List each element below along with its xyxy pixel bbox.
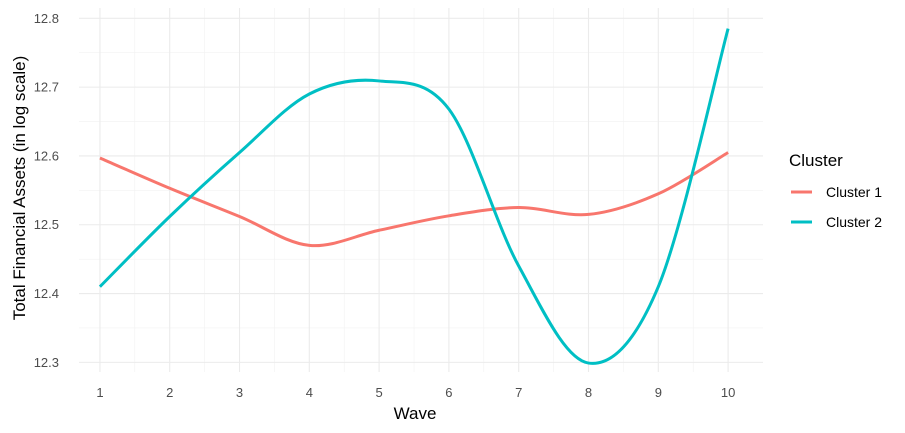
grid-minor xyxy=(79,8,763,372)
x-tick-labels: 1 2 3 4 5 6 7 8 9 10 xyxy=(96,385,735,400)
legend-label: Cluster 1 xyxy=(826,184,882,200)
x-tick-label: 8 xyxy=(585,385,592,400)
x-tick-label: 5 xyxy=(376,385,383,400)
x-tick-label: 4 xyxy=(306,385,313,400)
x-axis-title: Wave xyxy=(394,404,437,423)
x-tick-label: 10 xyxy=(721,385,735,400)
y-tick-label: 12.5 xyxy=(34,217,59,232)
x-tick-label: 3 xyxy=(236,385,243,400)
y-tick-label: 12.4 xyxy=(34,286,59,301)
series-line-2 xyxy=(98,28,730,365)
legend-label: Cluster 2 xyxy=(826,214,882,230)
y-axis-title: Total Financial Assets (in log scale) xyxy=(10,56,29,321)
legend-title: Cluster xyxy=(789,151,843,170)
series-layer xyxy=(98,28,730,365)
x-tick-label: 1 xyxy=(96,385,103,400)
y-tick-label: 12.6 xyxy=(34,148,59,163)
x-tick-label: 6 xyxy=(445,385,452,400)
series-line-1 xyxy=(99,151,729,248)
x-tick-label: 2 xyxy=(166,385,173,400)
y-tick-labels: 12.3 12.4 12.5 12.6 12.7 12.8 xyxy=(34,11,59,370)
legend: Cluster Cluster 1 Cluster 2 xyxy=(789,151,882,230)
x-tick-label: 9 xyxy=(655,385,662,400)
grid-major xyxy=(79,8,763,372)
x-tick-label: 7 xyxy=(515,385,522,400)
y-tick-label: 12.3 xyxy=(34,355,59,370)
y-tick-label: 12.7 xyxy=(34,80,59,95)
y-tick-label: 12.8 xyxy=(34,11,59,26)
